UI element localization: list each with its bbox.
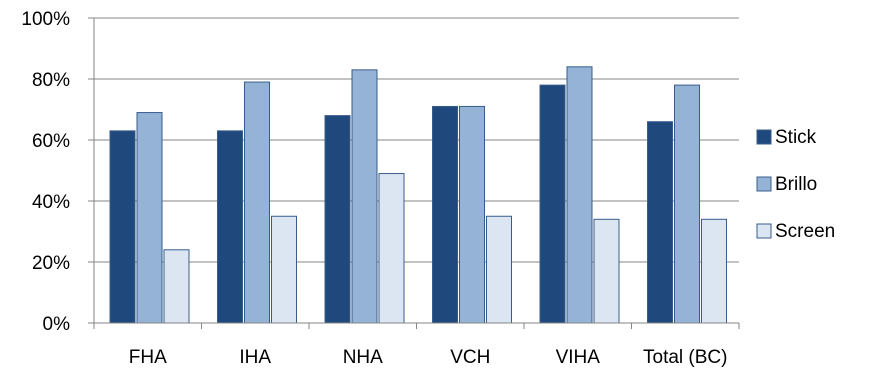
x-tick-label: VIHA xyxy=(556,347,601,368)
bar-brillo-nha xyxy=(351,69,378,324)
legend-label-brillo: Brillo xyxy=(775,174,817,195)
x-tick-label: FHA xyxy=(129,347,167,368)
bar-screen-vch xyxy=(486,215,512,324)
bar-screen-nha xyxy=(378,173,405,324)
x-axis-tick-labels: FHA IHA NHA VCH VIHA Total (BC) xyxy=(129,347,728,368)
bar-stick-nha xyxy=(324,115,351,324)
legend-label-stick: Stick xyxy=(775,127,817,148)
bar-screen-viha xyxy=(593,218,620,324)
y-axis-tick-labels: 0% 20% 40% 60% 80% 100% xyxy=(21,9,70,335)
y-tick-label: 0% xyxy=(43,314,71,335)
x-tick-label: NHA xyxy=(343,347,383,368)
bar-stick-viha xyxy=(539,84,566,324)
legend-swatch-brillo xyxy=(756,176,772,192)
y-tick-label: 40% xyxy=(32,192,70,213)
bar-screen-fha xyxy=(163,249,190,324)
bar-brillo-vch xyxy=(459,105,485,324)
legend-label-screen: Screen xyxy=(775,221,835,242)
bar-stick-fha xyxy=(109,130,136,324)
bar-screen-iha xyxy=(271,215,297,324)
bar-brillo-viha xyxy=(566,66,593,324)
bar-brillo-iha xyxy=(244,81,270,324)
bar-stick-vch xyxy=(432,105,458,324)
bar-stick-iha xyxy=(217,130,243,324)
gridlines xyxy=(94,17,739,263)
legend-swatch-stick xyxy=(756,129,772,145)
bar-stick-total-bc xyxy=(647,121,673,324)
y-tick-label: 80% xyxy=(32,70,70,91)
legend-swatch-screen xyxy=(756,223,772,239)
y-tick-label: 100% xyxy=(21,9,70,30)
axes xyxy=(88,17,740,329)
bar-screen-total-bc xyxy=(701,218,727,324)
x-tick-label: Total (BC) xyxy=(643,347,727,368)
bars xyxy=(109,66,727,324)
x-tick-label: VCH xyxy=(450,347,490,368)
bar-brillo-total-bc xyxy=(674,84,700,324)
x-tick-label: IHA xyxy=(239,347,271,368)
y-tick-label: 60% xyxy=(32,131,70,152)
legend: Stick Brillo Screen xyxy=(756,127,835,242)
y-tick-label: 20% xyxy=(32,253,70,274)
bar-brillo-fha xyxy=(136,112,163,324)
